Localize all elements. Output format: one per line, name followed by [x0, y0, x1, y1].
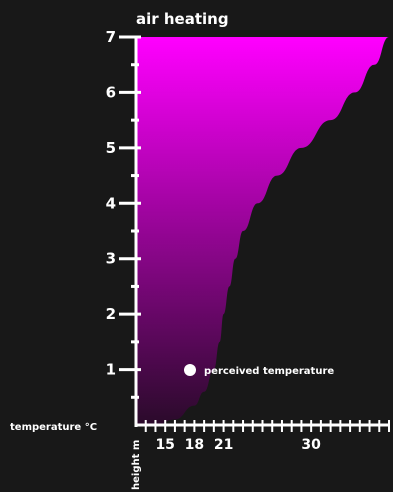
x-ticks: 15 18 21 30	[144, 420, 390, 453]
x-tick-label: 30	[301, 437, 321, 453]
y-tick-label: 4	[106, 194, 116, 212]
y-tick-label: 2	[106, 305, 116, 323]
y-tick-label: 6	[106, 83, 116, 101]
legend-marker	[184, 364, 196, 376]
x-tick-label: 21	[214, 437, 233, 453]
y-axis-label: height m	[131, 440, 142, 490]
y-tick-label: 3	[106, 250, 116, 268]
x-tick-label: 15	[155, 437, 174, 453]
y-tick-label: 1	[106, 361, 116, 379]
y-ticks: 1 2 3 4 5 6 7	[106, 28, 141, 399]
temperature-area	[136, 37, 389, 425]
y-tick-label: 7	[106, 28, 116, 46]
legend: perceived temperature	[184, 364, 334, 377]
y-tick-label: 5	[106, 139, 116, 157]
chart-title: air heating	[136, 10, 229, 28]
x-axis-label: temperature °C	[10, 422, 97, 433]
legend-label: perceived temperature	[204, 366, 334, 377]
x-tick-label: 18	[185, 437, 204, 453]
